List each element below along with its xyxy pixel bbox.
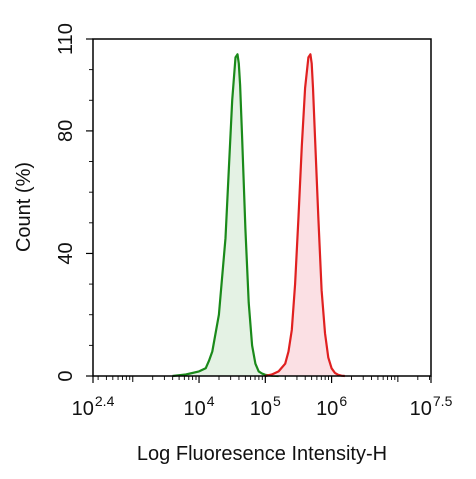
y-axis-title: Count (%) [13, 162, 35, 252]
series-2-fill [265, 54, 345, 377]
x-tick-label: 102.4 [72, 393, 115, 420]
x-tick-layer: 102.4 104 105 106 107.5 [72, 376, 453, 420]
series-2-line [265, 53, 345, 378]
y-tick-label: 40 [55, 242, 77, 264]
series-1-fill [172, 54, 279, 377]
x-tick-label: 104 [184, 393, 215, 420]
x-tick-label: 106 [316, 393, 347, 420]
series-1-line [172, 53, 279, 378]
y-tick-label: 80 [55, 120, 77, 142]
plot-frame [92, 38, 432, 377]
x-tick-label: 105 [250, 393, 281, 420]
x-axis-title: Log Fluoresence Intensity-H [137, 443, 387, 465]
x-tick-label: 107.5 [410, 393, 453, 420]
axes-layer [92, 38, 432, 377]
y-tick-layer: 0 40 80 110 [55, 23, 93, 382]
series-layer [172, 53, 345, 378]
y-tick-label: 110 [55, 23, 77, 55]
y-tick-label: 0 [55, 370, 77, 381]
